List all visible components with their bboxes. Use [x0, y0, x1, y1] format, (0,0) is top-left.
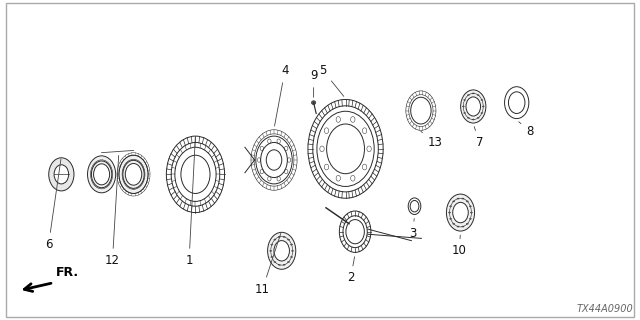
Text: 8: 8: [519, 122, 533, 138]
Text: 6: 6: [45, 159, 61, 251]
Ellipse shape: [268, 232, 296, 269]
Ellipse shape: [49, 158, 74, 191]
Text: 4: 4: [275, 64, 289, 126]
Text: 7: 7: [474, 127, 483, 149]
Text: 3: 3: [409, 219, 416, 240]
Ellipse shape: [93, 164, 109, 185]
Ellipse shape: [461, 90, 486, 123]
Text: 11: 11: [255, 233, 281, 296]
Text: TX44A0900: TX44A0900: [576, 304, 633, 314]
Text: 9: 9: [310, 69, 317, 97]
Ellipse shape: [466, 97, 481, 116]
Ellipse shape: [54, 165, 68, 184]
Ellipse shape: [88, 156, 116, 193]
Text: 5: 5: [319, 64, 344, 96]
Ellipse shape: [274, 241, 289, 261]
Text: 13: 13: [421, 131, 442, 149]
Text: 1: 1: [186, 137, 195, 267]
Text: 10: 10: [452, 235, 467, 257]
Ellipse shape: [312, 101, 316, 105]
Text: FR.: FR.: [56, 267, 79, 279]
Text: 2: 2: [347, 257, 355, 284]
Ellipse shape: [452, 202, 468, 223]
Text: 12: 12: [105, 156, 120, 267]
Ellipse shape: [447, 194, 475, 231]
Ellipse shape: [125, 164, 142, 185]
Ellipse shape: [119, 155, 148, 194]
